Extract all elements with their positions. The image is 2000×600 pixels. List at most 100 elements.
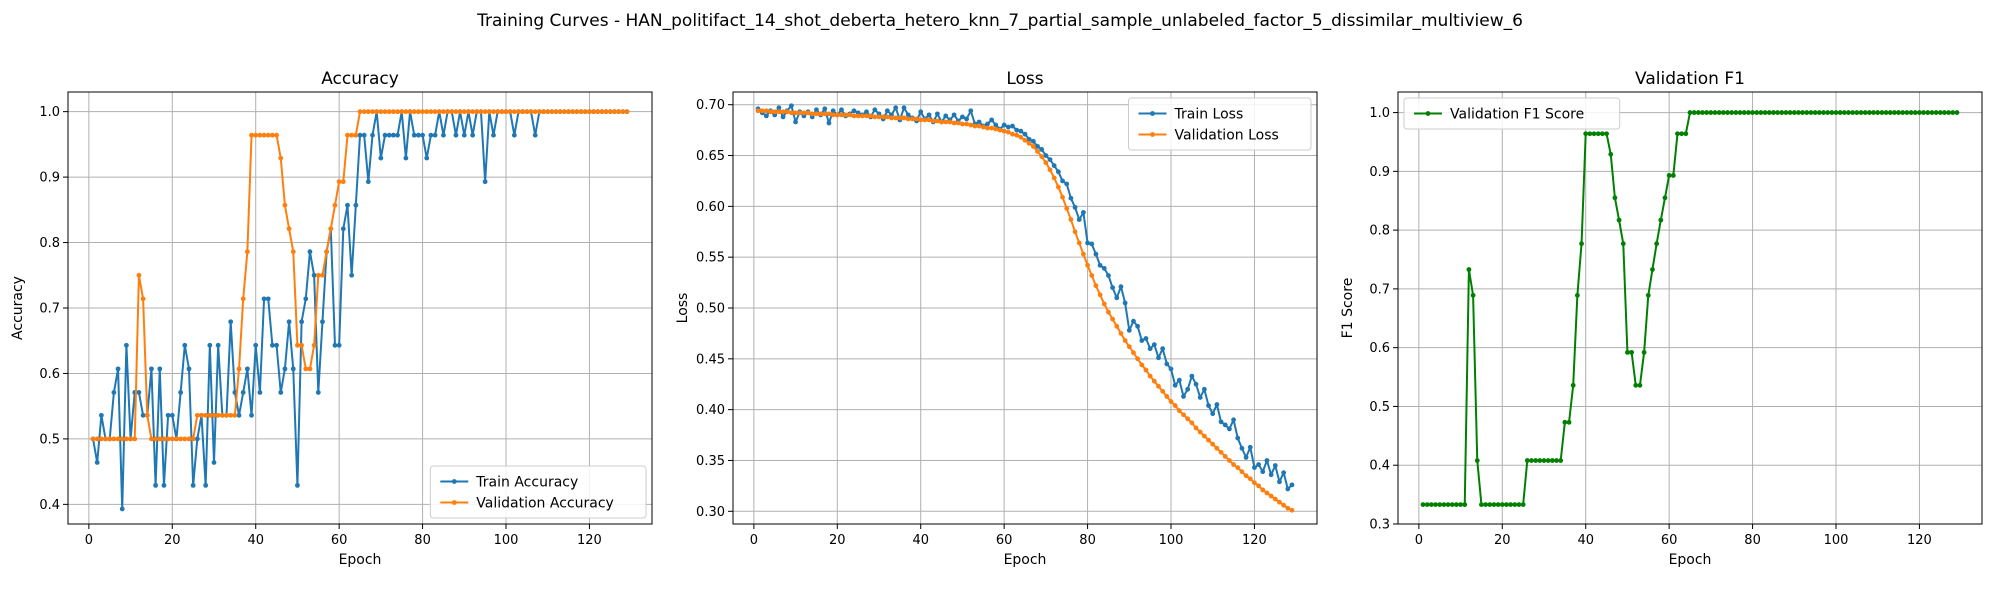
validation-f1-panel-title: Validation F1 <box>1635 69 1745 89</box>
loss-data-point <box>980 124 986 130</box>
loss-x-tick-label: 40 <box>912 533 929 548</box>
loss-data-point <box>1097 292 1103 298</box>
loss-data-point <box>884 114 890 120</box>
loss-data-point <box>855 113 861 119</box>
validation-f1-data-point <box>1658 217 1664 223</box>
validation-f1-data-point <box>1466 267 1472 272</box>
accuracy-data-point <box>374 109 380 115</box>
validation-f1-data-point <box>1750 110 1755 115</box>
loss-data-point <box>1252 480 1257 486</box>
accuracy-data-point <box>403 155 409 161</box>
accuracy-data-point <box>361 109 367 115</box>
accuracy-data-point <box>169 412 175 418</box>
validation-f1-data-point <box>1775 110 1780 115</box>
loss-data-point <box>1256 462 1261 467</box>
loss-data-point <box>1227 426 1232 432</box>
accuracy-data-point <box>436 109 442 115</box>
accuracy-data-point <box>370 132 375 138</box>
accuracy-x-axis-label: Epoch <box>339 552 382 568</box>
loss-data-point <box>801 110 807 116</box>
accuracy-data-point <box>612 109 617 115</box>
accuracy-data-point <box>315 272 321 278</box>
accuracy-y-tick-label: 0.9 <box>39 171 60 186</box>
accuracy-data-point <box>361 132 367 138</box>
loss-data-point <box>776 109 782 115</box>
accuracy-legend-marker-2 <box>451 500 457 505</box>
accuracy-data-point <box>236 366 242 372</box>
validation-f1-data-point <box>1708 110 1714 115</box>
validation-f1-y-tick-label: 0.4 <box>1369 459 1390 474</box>
accuracy-data-point <box>98 436 104 442</box>
loss-data-point <box>847 112 853 118</box>
validation-f1-data-point <box>1675 131 1680 137</box>
accuracy-data-point <box>286 226 292 232</box>
accuracy-data-point <box>240 296 246 302</box>
accuracy-data-point <box>345 132 350 138</box>
validation-f1-x-tick-label: 60 <box>1661 533 1678 548</box>
validation-f1-x-axis-label: Epoch <box>1669 552 1712 568</box>
validation-f1-data-point <box>1787 110 1793 115</box>
loss-data-point <box>1193 381 1199 387</box>
validation-f1-y-tick-label: 0.3 <box>1369 518 1390 533</box>
accuracy-data-point <box>457 109 463 115</box>
loss-data-point <box>1272 496 1278 502</box>
accuracy-data-point <box>520 109 526 115</box>
validation-f1-data-point <box>1662 195 1668 201</box>
validation-f1-data-point <box>1558 458 1564 463</box>
validation-f1-data-point <box>1462 502 1468 507</box>
loss-data-point <box>1185 386 1191 392</box>
accuracy-data-point <box>303 366 309 372</box>
validation-f1-x-tick-label: 40 <box>1577 533 1594 548</box>
validation-f1-y-axis-label: F1 Score <box>1340 278 1356 339</box>
validation-f1-x-tick-label: 20 <box>1494 533 1511 548</box>
loss-data-point <box>1172 403 1178 408</box>
loss-data-point <box>868 113 874 119</box>
validation-f1-data-point <box>1704 110 1710 115</box>
validation-f1-data-point <box>1854 110 1860 115</box>
accuracy-data-point <box>420 109 425 115</box>
validation-f1-data-point <box>1579 241 1584 247</box>
accuracy-data-point <box>224 412 229 418</box>
validation-f1-data-point <box>1837 110 1843 115</box>
loss-data-point <box>1131 318 1136 324</box>
loss-data-point <box>1126 327 1132 333</box>
loss-data-point <box>872 107 878 113</box>
validation-f1-data-point <box>1720 110 1726 115</box>
loss-data-point <box>926 117 932 123</box>
validation-f1-data-point <box>1771 110 1776 115</box>
validation-f1-x-tick-label: 0 <box>1415 533 1423 548</box>
validation-f1-series-points-1 <box>1420 110 1960 507</box>
validation-f1-data-point <box>1537 458 1543 463</box>
accuracy-data-point <box>244 366 250 372</box>
loss-data-point <box>1197 429 1203 435</box>
loss-data-point <box>1260 469 1266 475</box>
accuracy-data-point <box>370 109 375 115</box>
loss-data-point <box>814 107 819 113</box>
loss-data-point <box>951 112 957 118</box>
accuracy-data-point <box>270 132 275 138</box>
accuracy-data-point <box>219 412 225 418</box>
accuracy-data-point <box>432 109 438 115</box>
accuracy-data-point <box>528 109 534 115</box>
loss-data-point <box>1289 507 1295 513</box>
accuracy-data-point <box>349 132 355 138</box>
accuracy-y-tick-label: 0.8 <box>39 236 60 251</box>
accuracy-data-point <box>207 412 213 418</box>
loss-data-point <box>1260 487 1266 493</box>
loss-data-point <box>1018 128 1024 134</box>
validation-f1-data-point <box>1871 110 1876 115</box>
validation-f1-data-point <box>1458 502 1463 507</box>
validation-f1-data-point <box>1762 110 1768 115</box>
accuracy-data-point <box>207 342 213 348</box>
loss-data-point <box>822 111 828 117</box>
validation-f1-data-point <box>1800 110 1806 115</box>
validation-f1-data-point <box>1746 110 1751 115</box>
validation-f1-y-tick-label: 0.9 <box>1369 165 1390 180</box>
validation-f1-data-point <box>1725 110 1730 115</box>
validation-f1-data-point <box>1808 110 1814 115</box>
accuracy-data-point <box>157 436 163 442</box>
loss-data-point <box>901 105 907 111</box>
figure-title: Training Curves - HAN_politifact_14_shot… <box>476 11 1523 31</box>
accuracy-data-point <box>274 132 279 138</box>
